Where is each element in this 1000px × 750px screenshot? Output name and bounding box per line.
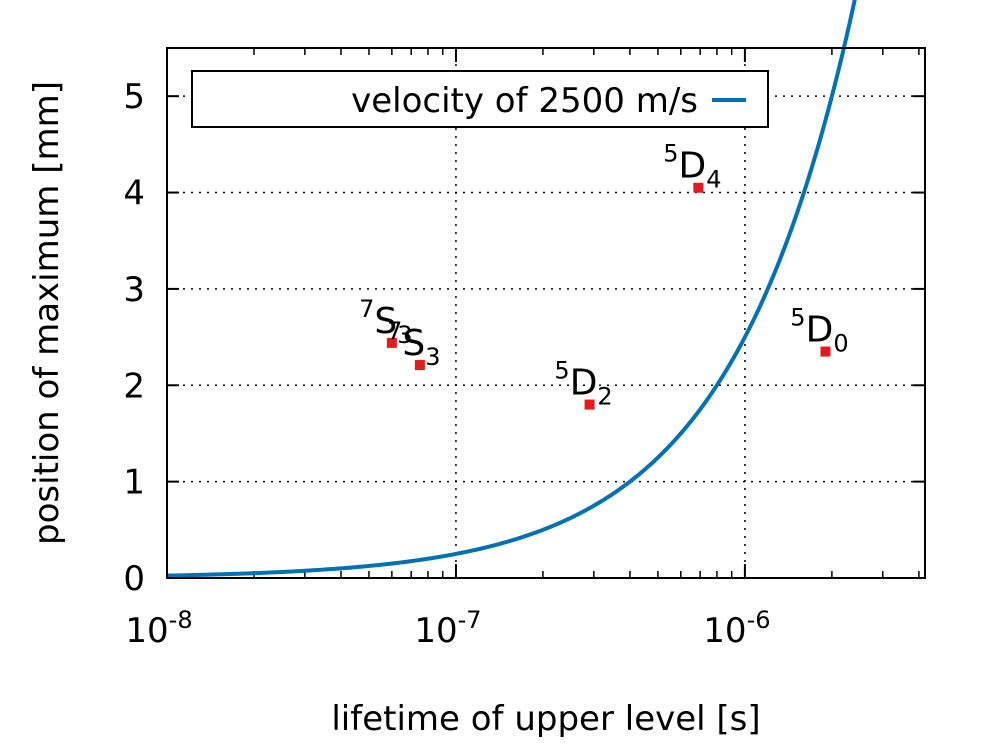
data-point <box>584 399 595 410</box>
point-label: 5D2 <box>554 357 612 411</box>
y-tick-label: 4 <box>123 174 145 214</box>
x-tick-label: 10-6 <box>703 606 770 651</box>
point-label: 7S3 <box>359 295 412 349</box>
points-layer <box>386 182 831 410</box>
y-tick-label: 1 <box>123 463 145 503</box>
data-point <box>693 182 704 193</box>
legend-box <box>191 70 769 128</box>
y-tick-label: 3 <box>123 270 145 310</box>
grid <box>167 48 925 578</box>
point-label: 5D0 <box>790 304 848 358</box>
x-tick-label: 10-7 <box>414 606 481 651</box>
data-point <box>820 346 831 357</box>
y-tick-label: 0 <box>123 559 145 599</box>
x-tick-label: 10-8 <box>125 606 192 651</box>
y-axis-label: position of maximum [mm] <box>27 81 67 545</box>
data-point <box>414 360 425 371</box>
point-label: 7S3 <box>387 317 440 371</box>
data-point <box>386 337 397 348</box>
legend-text: velocity of 2500 m/s <box>351 81 698 121</box>
curve-layer <box>166 0 857 578</box>
series-curve <box>166 0 857 578</box>
point-label: 5D4 <box>663 140 721 194</box>
legend: velocity of 2500 m/s <box>191 70 769 128</box>
y-tick-label: 5 <box>123 77 145 117</box>
y-tick-label: 2 <box>123 366 145 406</box>
plot-frame <box>166 47 926 579</box>
x-axis-label: lifetime of upper level [s] <box>331 699 760 739</box>
